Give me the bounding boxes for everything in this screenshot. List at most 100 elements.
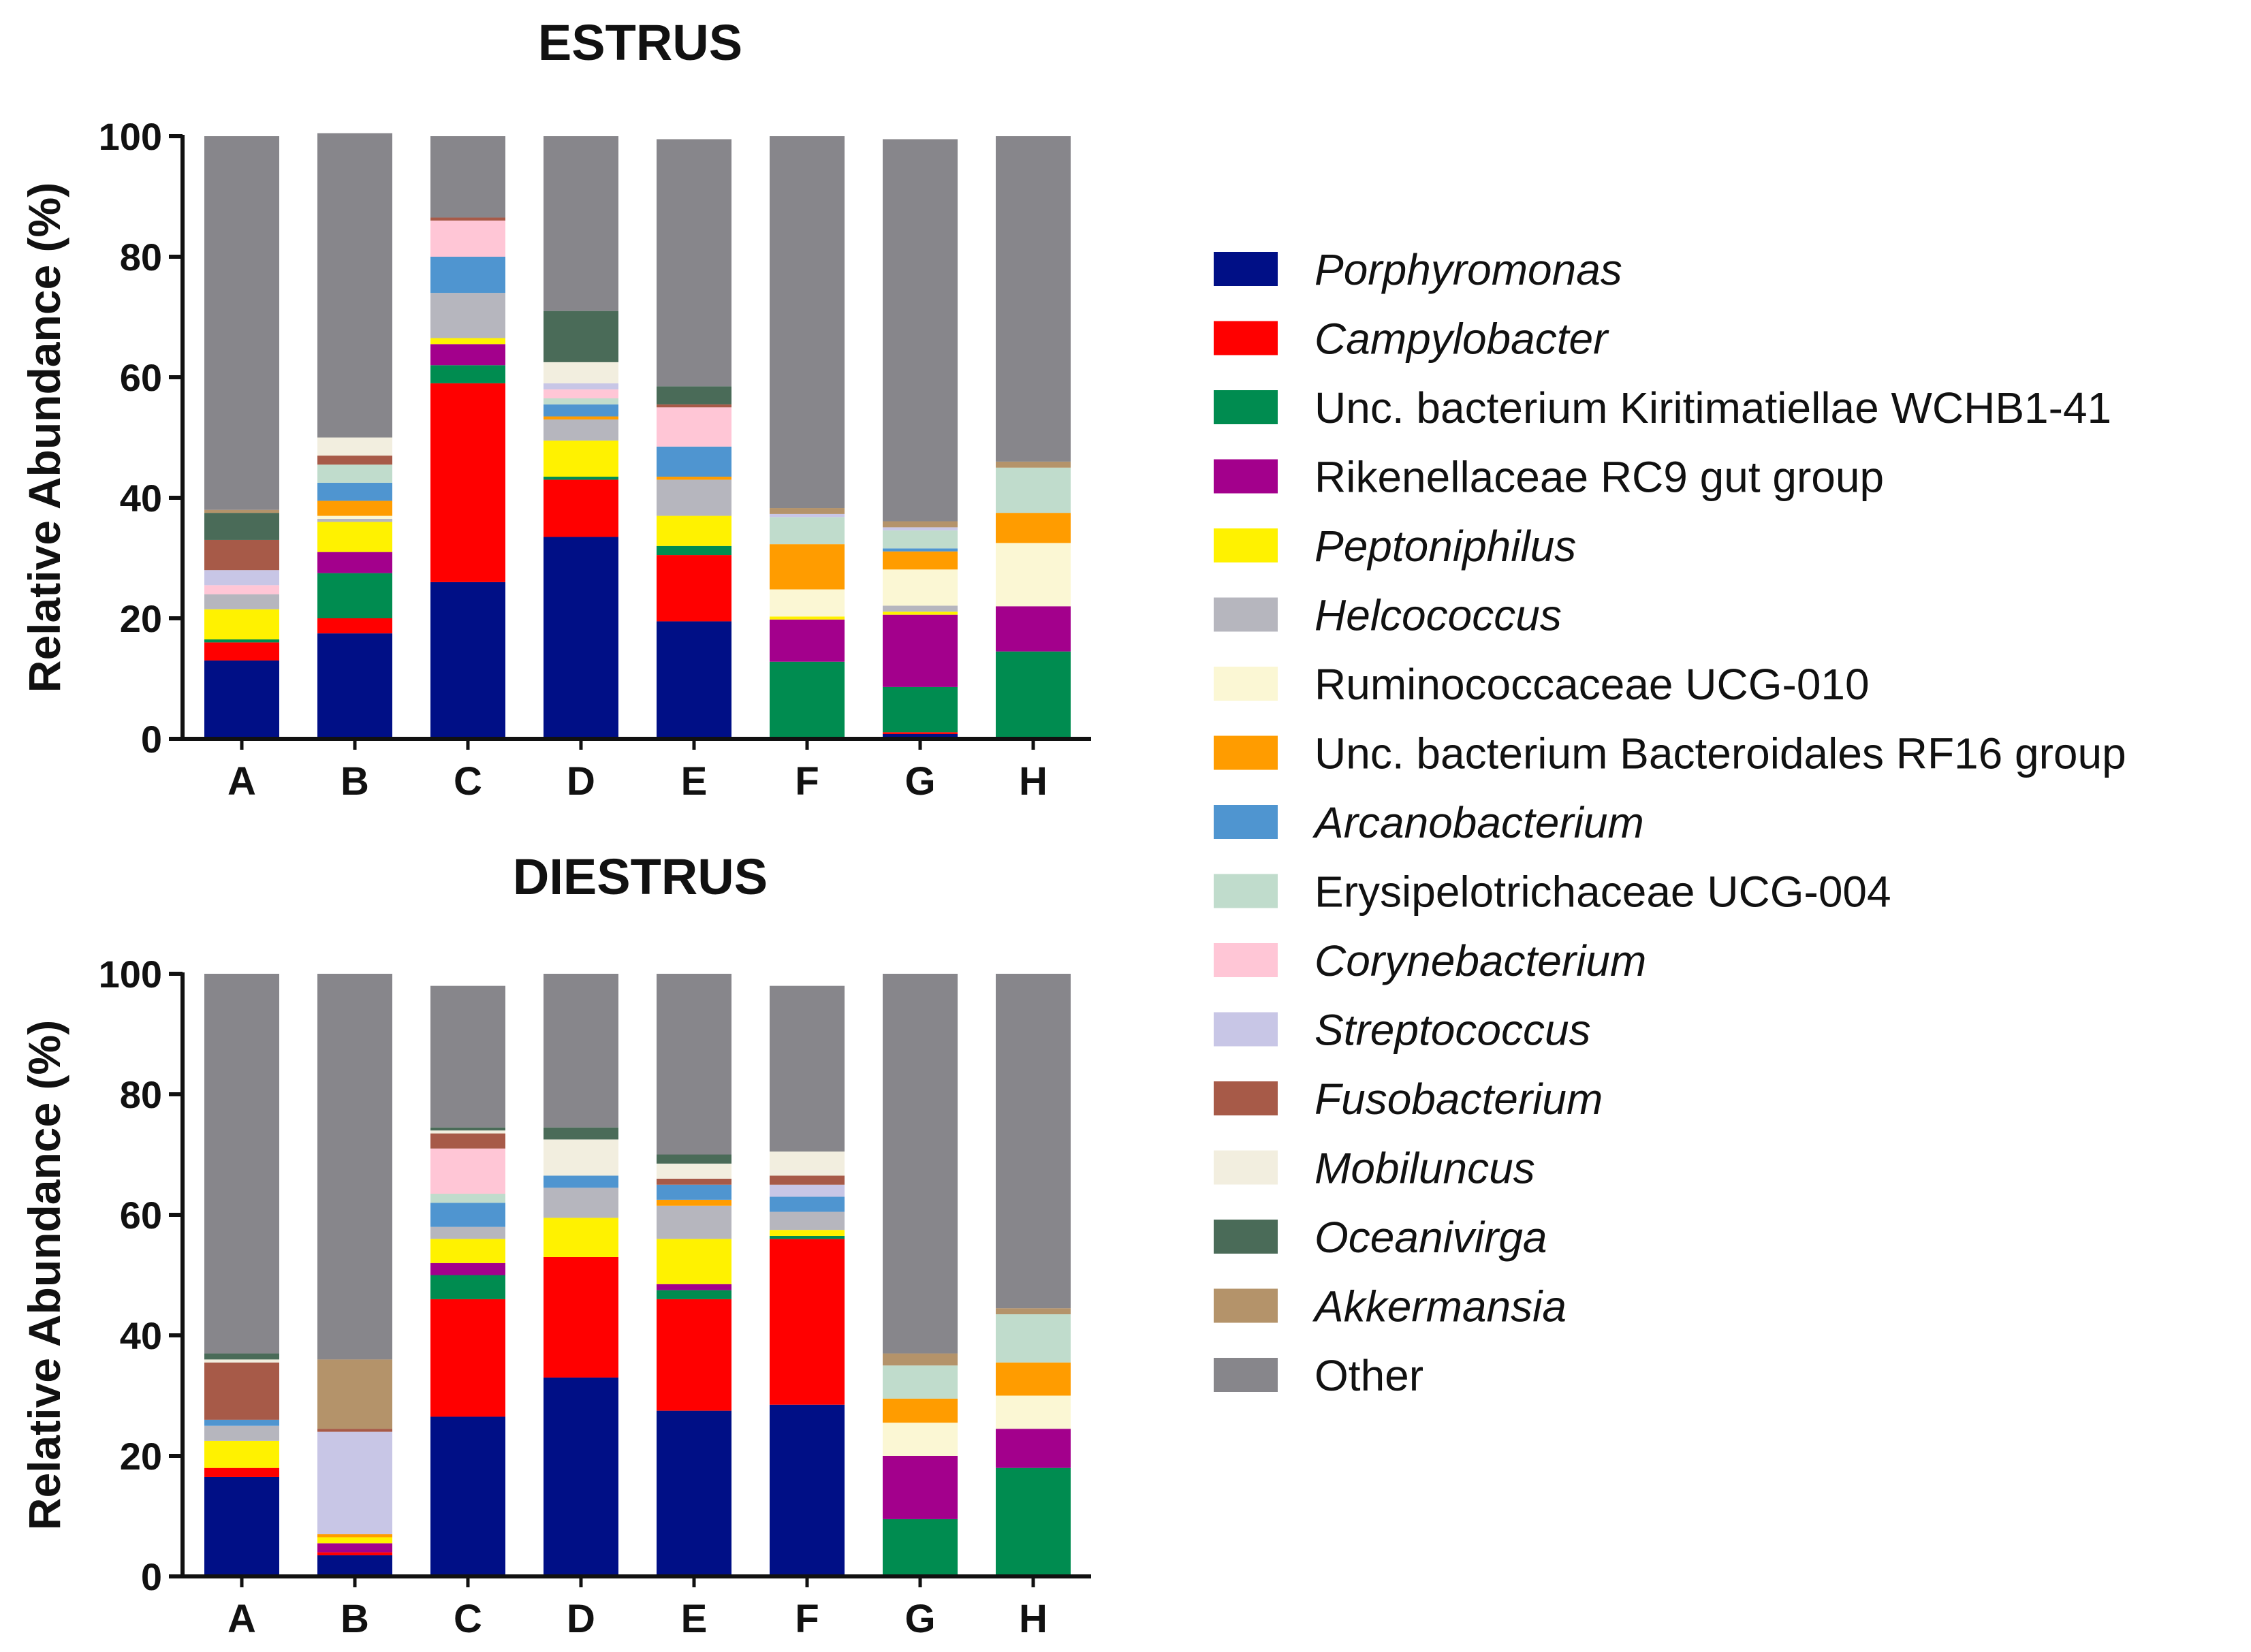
y-axis-label: Relative Abundance (%) [19,1020,69,1530]
bar-segment [204,1467,279,1477]
x-tick-label: G [904,759,935,804]
bar-segment [996,1314,1071,1363]
bar-segment [883,1456,958,1519]
bar-segment [770,589,845,617]
bar-segment [317,133,392,438]
bar-segment [770,1404,845,1576]
bar-segment [544,419,618,441]
bar-segment [544,404,618,417]
bar-segment [544,398,618,404]
bar-segment [317,501,392,516]
y-tick-label: 0 [141,1555,162,1598]
bar-segment [544,537,618,739]
bar-segment [544,477,618,480]
bar-segment [317,618,392,634]
legend-label: Ruminococcaceae UCG-010 [1315,660,1870,709]
bar-segment [770,517,845,545]
legend-label: Unc. bacterium Kiritimatiellae WCHB1-41 [1315,383,2111,432]
x-tick-label: D [567,759,595,804]
bar-segment [430,1262,505,1275]
bar-segment [770,1211,845,1230]
bar-segment [544,1256,618,1378]
bar-segment [430,257,505,293]
bar-segment [204,1419,279,1426]
legend-label: Streptococcus [1315,1006,1591,1055]
bar-segment [204,1359,279,1363]
bar-segment [657,1184,731,1200]
legend-swatch [1214,1081,1278,1115]
y-tick-label: 0 [141,718,162,761]
bar-segment [317,515,392,519]
bar-segment [317,1429,392,1432]
bar-segment [317,1537,392,1544]
bar-segment [317,1555,392,1576]
legend-label: Rikenellaceae RC9 gut group [1315,453,1884,502]
bar-segment [430,1203,505,1227]
legend: Porphyromonas Campylobacter Unc. bacterium… [1214,245,2126,1400]
legend-swatch [1214,943,1278,977]
y-tick-label: 100 [99,953,162,996]
chart-panel-diestrus: DIESTRUS Relative Abundance (%) A B C D E F G H 0 2… [19,848,1091,1641]
bar-segment [317,1543,392,1553]
bar-segment [770,985,845,1152]
x-tick-label: C [454,1597,482,1641]
legend-swatch [1214,874,1278,908]
bar-segment [204,509,279,513]
bar-segment [770,1151,845,1176]
bar-segment [204,1476,279,1576]
bar-segment [657,1290,731,1299]
bar-segment [430,383,505,582]
bar-segment [770,619,845,662]
bar-segment [544,1188,618,1218]
bar-segment [996,543,1071,607]
bar-segment [883,1519,958,1576]
bar-segment [883,611,958,615]
bar-segment [883,732,958,734]
legend-swatch [1214,805,1278,839]
bar-segment [657,974,731,1155]
legend-swatch [1214,252,1278,286]
bar-segment [883,530,958,549]
bar-segment [996,1467,1071,1576]
bar-segment [770,544,845,590]
legend-swatch [1214,528,1278,562]
bar-segment [657,477,731,480]
bar-segment [430,1127,505,1131]
bar-segment [770,1230,845,1236]
legend-swatch [1214,667,1278,701]
bar-segment [430,293,505,338]
bar-segment [317,522,392,552]
legend-swatch [1214,459,1278,494]
chart-panel-estrus: ESTRUS Relative Abundance (%) A B C D E F G H 0 20 4… [19,14,1091,804]
legend-label: Campylobacter [1315,315,1609,364]
bar-segment [430,365,505,383]
bar-segment [883,1423,958,1456]
bar-segment [204,609,279,639]
legend-label: Helcococcus [1315,591,1562,640]
bar-segment [430,136,505,218]
bar-segment [883,974,958,1354]
legend-label: Oceanivirga [1315,1213,1547,1262]
bar-segment [996,1362,1071,1396]
x-tick-label: F [795,759,819,804]
bar-segment [996,461,1071,468]
bar-segment [657,1163,731,1179]
bar-segment [996,974,1071,1309]
legend-label: Other [1315,1351,1423,1400]
x-tick-label: H [1019,759,1048,804]
bar-segment [657,1239,731,1284]
x-tick-label: C [454,759,482,804]
bar-segment [883,569,958,606]
bar-segment [544,311,618,362]
bar-segment [430,1148,505,1194]
legend-label: Unc. bacterium Bacteroidales RF16 group [1315,729,2126,778]
x-tick-label: D [567,1597,595,1641]
x-tick-label: B [341,759,369,804]
bar-segment [770,1196,845,1212]
bar-segment [657,545,731,556]
bar-segment [996,1429,1071,1468]
bar-segment [657,1410,731,1576]
legend-label: Erysipelotrichaceae UCG-004 [1315,868,1891,917]
bar-segment [204,974,279,1354]
bar-segment [544,362,618,383]
